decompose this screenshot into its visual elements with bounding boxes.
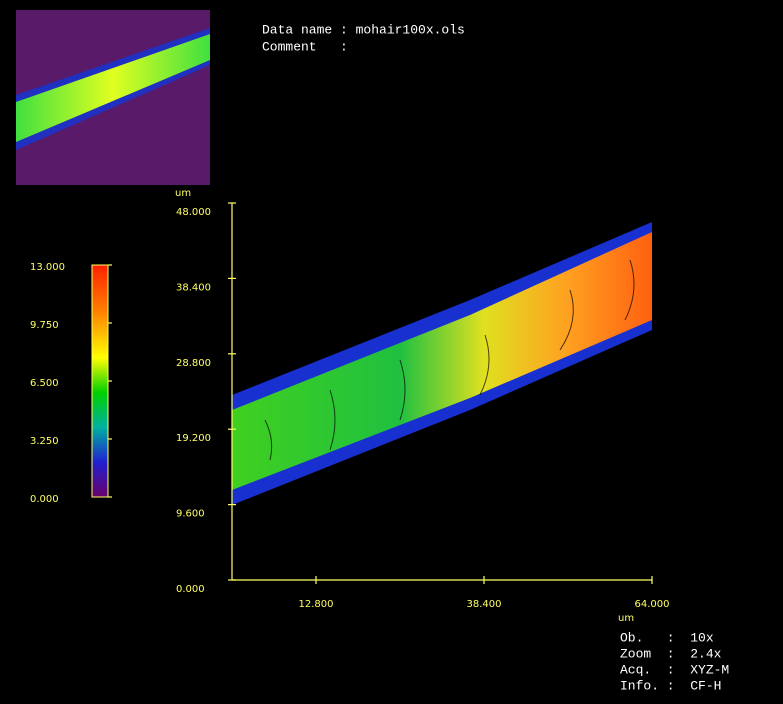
- comment: Comment :: [262, 39, 348, 54]
- info-line: Ob. : 10x: [620, 630, 714, 645]
- x-tick-label: 38.400: [467, 599, 502, 610]
- thumbnail: [16, 10, 210, 185]
- colorbar-label: 3.250: [30, 436, 59, 447]
- x-tick-label: 64.000: [635, 599, 670, 610]
- x-tick-label: 12.800: [299, 599, 334, 610]
- info-line: Acq. : XYZ-M: [620, 662, 729, 677]
- y-tick-label: 0.000: [176, 584, 205, 595]
- y-tick-label: 28.800: [176, 358, 211, 369]
- info-line: Zoom : 2.4x: [620, 646, 722, 661]
- colorbar-label: 13.000: [30, 262, 65, 273]
- y-tick-label: 48.000: [176, 207, 211, 218]
- y-tick-label: 38.400: [176, 282, 211, 293]
- colorbar-label: 0.000: [30, 494, 59, 505]
- y-tick-label: 19.200: [176, 433, 211, 444]
- colorbar: [91, 264, 109, 498]
- colorbar-label: 6.500: [30, 378, 59, 389]
- y-unit: um: [175, 188, 191, 199]
- y-tick-label: 9.600: [176, 509, 205, 520]
- data-name: Data name : mohair100x.ols: [262, 22, 465, 37]
- colorbar-label: 9.750: [30, 320, 59, 331]
- surface: [232, 222, 652, 505]
- info-line: Info. : CF-H: [620, 678, 721, 693]
- x-unit: um: [618, 613, 634, 624]
